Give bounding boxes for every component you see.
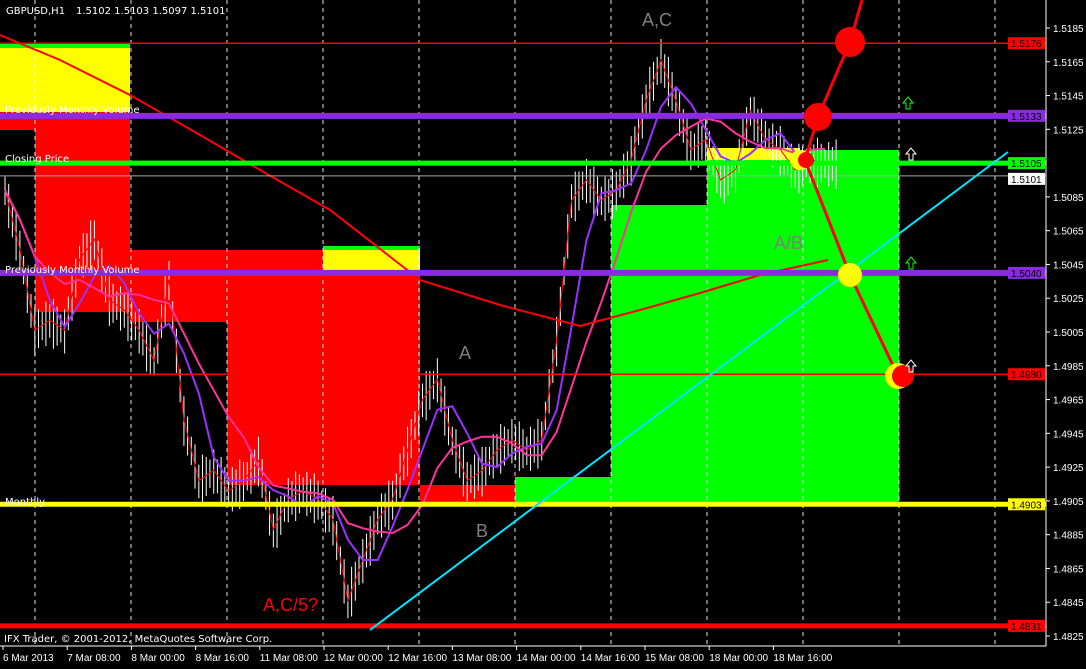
y-tick-label: 1.5025: [1053, 294, 1084, 305]
projection-point[interactable]: [835, 27, 865, 57]
y-tick-label: 1.4925: [1053, 463, 1084, 474]
copyright: IFX Trader, © 2001-2012, MetaQuotes Soft…: [4, 634, 272, 645]
x-tick-label: 13 Mar 08:00: [452, 653, 511, 664]
x-tick-label: 12 Mar 16:00: [388, 653, 447, 664]
price-label: 1.5133: [1011, 112, 1042, 123]
annotation-a: A: [459, 343, 471, 363]
zone-rect: [0, 44, 130, 48]
annotation-ac5: A,C/5?: [263, 595, 318, 615]
chart-symbol: GBPUSD,H1: [6, 6, 65, 17]
price-label-bg: [1008, 157, 1045, 170]
price-label-bg: [1008, 109, 1045, 122]
y-tick-label: 1.4945: [1053, 429, 1084, 440]
projection-point[interactable]: [892, 365, 914, 387]
x-tick-label: 14 Mar 00:00: [517, 653, 576, 664]
arrow-up-icon: [904, 359, 918, 373]
x-tick-label: 14 Mar 16:00: [581, 653, 640, 664]
x-tick-label: 8 Mar 00:00: [131, 653, 185, 664]
x-tick-label: 6 Mar 2013: [3, 653, 54, 664]
x-tick-label: 7 Mar 08:00: [67, 653, 121, 664]
price-label: 1.5176: [1011, 39, 1042, 50]
projection-point[interactable]: [798, 152, 814, 168]
y-tick-label: 1.4865: [1053, 564, 1084, 575]
projection-point[interactable]: [804, 103, 832, 131]
trendline[interactable]: [369, 151, 1009, 631]
overlay-drawings[interactable]: [369, 0, 1009, 631]
y-tick-label: 1.4885: [1053, 531, 1084, 542]
price-label: 1.5101: [1011, 175, 1042, 186]
ma-slow: [0, 34, 829, 328]
zone-rect: [323, 246, 420, 250]
y-tick-label: 1.4965: [1053, 396, 1084, 407]
x-tick-label: 8 Mar 16:00: [196, 653, 250, 664]
zone-rect: [130, 250, 227, 322]
line-label-prev-monthly-volume-2: Previously Monthly Volume: [5, 265, 140, 276]
line-label-closing-price: Closing Price: [5, 154, 69, 165]
y-tick-label: 1.5005: [1053, 328, 1084, 339]
y-tick-label: 1.5085: [1053, 193, 1084, 204]
x-tick-label: 18 Mar 00:00: [709, 653, 768, 664]
line-label-prev-monthly-volume-1: Previously Monthly Volume: [5, 105, 140, 116]
y-tick-label: 1.4845: [1053, 598, 1084, 609]
projection-point[interactable]: [838, 263, 862, 287]
x-tick-label: 11 Mar 08:00: [260, 653, 319, 664]
line-label-monthly: Monthly: [5, 497, 45, 508]
y-tick-label: 1.5185: [1053, 24, 1084, 35]
moving-averages: [0, 34, 829, 562]
price-label: 1.4980: [1011, 370, 1042, 381]
zigzag-line: [4, 58, 826, 603]
price-label: 1.4903: [1011, 500, 1042, 511]
y-tick-label: 1.4825: [1053, 632, 1084, 643]
zone-rect: [0, 48, 130, 112]
ma-fast: [4, 85, 826, 562]
price-label: 1.5105: [1011, 159, 1042, 170]
y-tick-label: 1.5065: [1053, 227, 1084, 238]
price-label-bg: [1008, 498, 1045, 511]
price-label: 1.5040: [1011, 269, 1042, 280]
price-label-bg: [1008, 368, 1045, 381]
horizontal-levels[interactable]: [0, 42, 1046, 629]
supply-demand-zones: [0, 44, 899, 505]
zone-rect: [323, 250, 420, 273]
price-label-bg: [1008, 266, 1045, 279]
y-tick-label: 1.5125: [1053, 125, 1084, 136]
price-label-bg: [1008, 37, 1045, 50]
annotation-ac: A,C: [642, 10, 672, 30]
y-tick-label: 1.5165: [1053, 58, 1084, 69]
chart-ohlc: 1.5102 1.5103 1.5097 1.5101: [76, 6, 226, 17]
y-tick-label: 1.4985: [1053, 362, 1084, 373]
price-label-bg: [1008, 619, 1045, 632]
y-tick-label: 1.5045: [1053, 260, 1084, 271]
y-tick-label: 1.4905: [1053, 497, 1084, 508]
arrow-up-icon: [904, 147, 918, 161]
x-tick-label: 18 Mar 16:00: [773, 653, 832, 664]
x-tick-label: 15 Mar 08:00: [645, 653, 704, 664]
price-label: 1.4831: [1011, 622, 1042, 633]
zone-rect: [515, 477, 611, 505]
x-tick-label: 12 Mar 00:00: [324, 653, 383, 664]
y-tick-label: 1.5145: [1053, 92, 1084, 103]
ma-medium: [4, 117, 826, 535]
arrow-up-icon: [904, 256, 918, 270]
annotation-ab: A/B: [774, 233, 803, 253]
price-bars: [4, 38, 837, 619]
annotation-b: B: [476, 521, 488, 541]
arrow-up-icon: [901, 96, 915, 110]
zone-rect: [35, 112, 130, 312]
price-label-bg: [1008, 172, 1045, 185]
